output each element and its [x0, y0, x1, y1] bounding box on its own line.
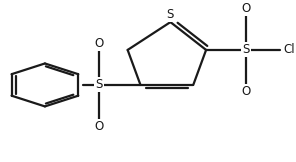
Text: S: S — [167, 8, 174, 21]
Text: O: O — [242, 2, 251, 15]
Text: O: O — [94, 120, 104, 133]
Text: S: S — [95, 78, 103, 91]
Text: O: O — [242, 85, 251, 98]
Text: S: S — [242, 43, 250, 56]
Text: Cl: Cl — [283, 43, 295, 56]
Text: O: O — [94, 37, 104, 50]
